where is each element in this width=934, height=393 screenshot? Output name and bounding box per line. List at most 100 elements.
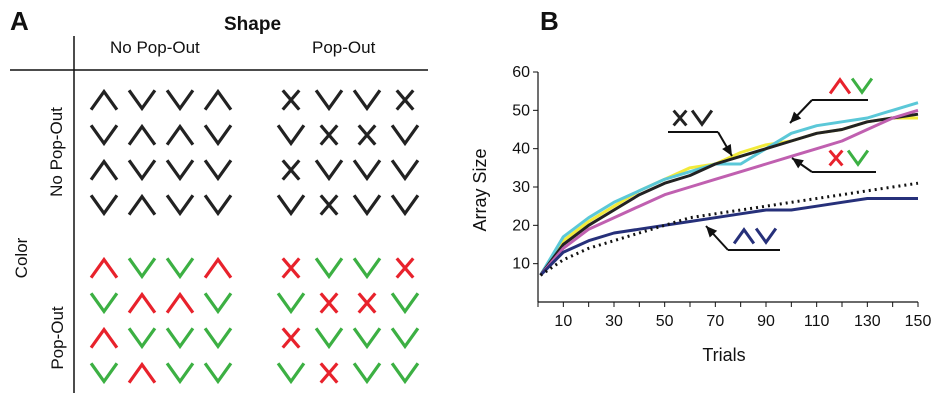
caret-up-glyph <box>127 193 157 216</box>
caret-down-glyph <box>352 362 382 385</box>
caret-down-glyph <box>754 227 778 245</box>
panel-a-letter: A <box>10 6 29 36</box>
x-glyph <box>357 292 377 314</box>
caret-down-glyph <box>89 194 119 217</box>
annotation-4 <box>705 225 780 251</box>
x-tick-label: 90 <box>757 313 775 330</box>
y-tick-label: 60 <box>512 64 530 81</box>
caret-up-glyph <box>732 227 756 245</box>
x-glyph <box>281 89 301 111</box>
x-glyph <box>281 257 301 279</box>
y-tick-label: 40 <box>512 141 530 158</box>
annotation-3 <box>791 149 876 173</box>
caret-up-glyph <box>203 256 233 279</box>
x-tick-label: 30 <box>605 313 623 330</box>
caret-down-glyph <box>276 362 306 385</box>
caret-up-glyph <box>828 77 852 95</box>
caret-up-glyph <box>165 291 195 314</box>
caret-down-glyph <box>127 89 157 112</box>
column-header-no-popout: No Pop-Out <box>110 38 200 57</box>
caret-down-glyph <box>165 362 195 385</box>
x-axis-title: Trials <box>702 345 745 365</box>
caret-down-glyph <box>850 77 874 95</box>
y-tick-label: 30 <box>512 179 530 196</box>
x-glyph <box>319 194 339 216</box>
y-tick-label: 20 <box>512 217 530 234</box>
caret-down-glyph <box>276 292 306 315</box>
x-tick-label: 50 <box>656 313 674 330</box>
caret-up-glyph <box>203 88 233 111</box>
caret-down-glyph <box>276 124 306 147</box>
x-glyph <box>395 257 415 279</box>
caret-down-glyph <box>203 292 233 315</box>
panel-b-letter: B <box>540 6 559 36</box>
x-glyph <box>281 159 301 181</box>
shape-header: Shape <box>224 14 282 35</box>
caret-down-glyph <box>352 89 382 112</box>
caret-down-glyph <box>203 362 233 385</box>
caret-down-glyph <box>165 257 195 280</box>
series-line-6 <box>539 181 919 277</box>
annotation-2 <box>668 109 733 157</box>
caret-down-glyph <box>390 327 420 350</box>
series-line-4 <box>539 108 919 277</box>
stimulus-grid <box>10 36 428 393</box>
caret-up-glyph <box>127 123 157 146</box>
column-header-popout: Pop-Out <box>312 38 376 57</box>
caret-down-glyph <box>352 257 382 280</box>
caret-down-glyph <box>127 327 157 350</box>
caret-up-glyph <box>127 291 157 314</box>
caret-down-glyph <box>390 159 420 182</box>
caret-down-glyph <box>314 327 344 350</box>
caret-down-glyph <box>276 194 306 217</box>
caret-down-glyph <box>89 292 119 315</box>
x-glyph <box>395 89 415 111</box>
caret-down-glyph <box>314 159 344 182</box>
y-tick-label: 10 <box>512 256 530 273</box>
x-glyph <box>319 124 339 146</box>
caret-down-glyph <box>690 109 714 127</box>
caret-down-glyph <box>165 89 195 112</box>
caret-down-glyph <box>165 194 195 217</box>
caret-down-glyph <box>846 149 870 167</box>
annotation-1 <box>789 77 874 124</box>
x-tick-label: 130 <box>854 313 881 330</box>
caret-down-glyph <box>352 327 382 350</box>
caret-down-glyph <box>203 327 233 350</box>
x-glyph <box>357 124 377 146</box>
caret-down-glyph <box>203 124 233 147</box>
line-chart: Array Size Trials 10 20 30 40 50 60 10 30 50 70 90… <box>470 64 932 365</box>
caret-down-glyph <box>314 257 344 280</box>
caret-up-glyph <box>89 158 119 181</box>
caret-down-glyph <box>390 362 420 385</box>
y-axis-title: Array Size <box>470 148 490 231</box>
caret-down-glyph <box>203 194 233 217</box>
caret-down-glyph <box>89 362 119 385</box>
x-glyph <box>319 362 339 384</box>
x-glyph <box>672 109 688 127</box>
caret-down-glyph <box>390 292 420 315</box>
caret-down-glyph <box>165 159 195 182</box>
caret-down-glyph <box>203 159 233 182</box>
caret-down-glyph <box>390 124 420 147</box>
caret-up-glyph <box>165 123 195 146</box>
x-glyph <box>828 149 844 167</box>
caret-down-glyph <box>390 194 420 217</box>
series-line-3 <box>539 112 919 277</box>
caret-up-glyph <box>127 361 157 384</box>
caret-down-glyph <box>165 327 195 350</box>
caret-down-glyph <box>352 159 382 182</box>
x-tick-label: 10 <box>554 313 572 330</box>
series-line-1 <box>539 116 918 277</box>
y-tick-label: 50 <box>512 102 530 119</box>
caret-down-glyph <box>352 194 382 217</box>
series-line-5 <box>539 197 918 277</box>
caret-up-glyph <box>89 88 119 111</box>
x-glyph <box>281 327 301 349</box>
x-glyph <box>319 292 339 314</box>
x-tick-label: 150 <box>905 313 932 330</box>
caret-up-glyph <box>89 256 119 279</box>
caret-down-glyph <box>89 124 119 147</box>
caret-up-glyph <box>89 326 119 349</box>
caret-down-glyph <box>127 257 157 280</box>
